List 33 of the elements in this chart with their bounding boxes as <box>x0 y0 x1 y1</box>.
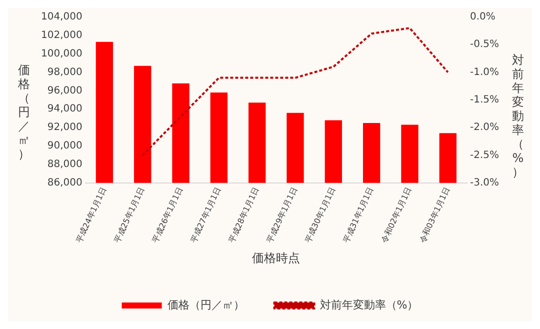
x-tick-label: 平成27年1月1日 <box>188 186 223 244</box>
x-tick-label: 平成29年1月1日 <box>265 186 299 244</box>
y2-tick-label: -2.5% <box>470 150 499 161</box>
y-tick-label: 98,000 <box>47 66 82 78</box>
legend-label: 対前年変動率（%） <box>320 298 418 312</box>
x-tick-label: 令和02年1月1日 <box>380 186 414 244</box>
line-series <box>142 27 449 156</box>
y-axis-title: 価格（円／㎡） <box>17 63 31 161</box>
y2-tick-label: -3.0% <box>470 177 499 188</box>
y-tick-label: 102,000 <box>40 30 82 42</box>
y-tick-label: 92,000 <box>47 122 82 134</box>
x-tick-label: 平成26年1月1日 <box>150 186 184 244</box>
y-tick-label: 100,000 <box>40 48 82 60</box>
y2-tick-label: 0.0% <box>470 12 496 23</box>
text: 対前年変動率（%） <box>512 53 524 179</box>
y2-tick-label: -2.0% <box>470 122 499 134</box>
y2-tick-label: -1.0% <box>470 66 499 78</box>
y-tick-label: 90,000 <box>47 140 82 152</box>
x-axis-title: 価格時点 <box>252 250 300 265</box>
y-tick-label: 96,000 <box>47 85 82 96</box>
y-tick-label: 86,000 <box>47 177 82 188</box>
x-tick-label: 平成30年1月1日 <box>303 186 338 244</box>
x-tick-label: 平成24年1月1日 <box>74 186 108 244</box>
y2-tick-label: -1.5% <box>470 94 499 106</box>
y-tick-label: 94,000 <box>47 104 82 115</box>
legend-label: 価格（円／㎡） <box>167 298 244 312</box>
y-tick-label: 88,000 <box>47 159 82 170</box>
x-tick-label: 平成28年1月1日 <box>227 186 261 244</box>
x-tick-label: 平成25年1月1日 <box>112 186 146 244</box>
y-tick-label: 104,000 <box>40 12 82 23</box>
x-tick-label: 令和03年1月1日 <box>418 186 452 244</box>
y2-tick-label: -0.5% <box>470 39 499 50</box>
x-tick-label: 平成31年1月1日 <box>342 186 376 244</box>
